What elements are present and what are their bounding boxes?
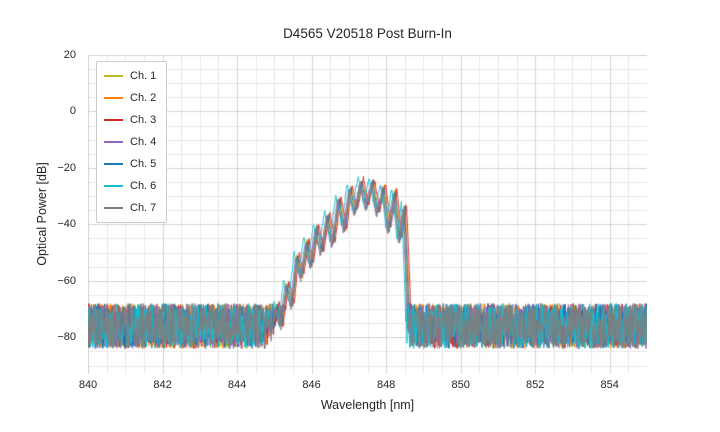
x-tick-label: 840 <box>78 379 98 391</box>
x-axis-label: Wavelength [nm] <box>320 398 415 412</box>
legend-label: Ch. 7 <box>130 202 157 214</box>
x-axis-ticks: 840 842 844 846 848 850 852 854 <box>79 379 647 393</box>
y-tick-label: −20 <box>57 161 76 174</box>
y-axis-ticks: 20 0 −20 −40 −60 −80 <box>0 49 82 374</box>
legend-swatch <box>104 185 123 187</box>
legend-swatch <box>104 97 123 99</box>
legend-item: Ch. 6 <box>104 177 156 195</box>
legend-swatch <box>104 141 123 143</box>
x-tick-label: 850 <box>451 379 470 391</box>
legend-label: Ch. 1 <box>130 70 157 82</box>
y-tick-label: −80 <box>57 331 76 344</box>
y-tick-label: 0 <box>69 105 76 118</box>
legend-item: Ch. 5 <box>104 155 156 173</box>
legend-item: Ch. 1 <box>104 67 156 85</box>
x-tick-label: 842 <box>153 379 172 391</box>
legend-swatch <box>104 75 123 77</box>
x-tick-label: 854 <box>600 379 619 391</box>
legend-label: Ch. 4 <box>130 136 157 148</box>
legend-item: Ch. 3 <box>104 111 156 129</box>
plot-area: Ch. 1 Ch. 2 Ch. 3 Ch. 4 Ch. 5 Ch. 6 Ch. 7 <box>88 55 647 374</box>
plot-canvas <box>88 55 647 374</box>
legend-label: Ch. 6 <box>130 180 157 192</box>
x-tick-label: 844 <box>227 379 247 391</box>
legend-label: Ch. 3 <box>130 114 157 126</box>
legend-item: Ch. 2 <box>104 89 156 107</box>
legend: Ch. 1 Ch. 2 Ch. 3 Ch. 4 Ch. 5 Ch. 6 Ch. 7 <box>96 61 168 223</box>
chart-title: D4565 V20518 Post Burn-In <box>283 26 452 41</box>
legend-swatch <box>104 119 123 121</box>
legend-item: Ch. 4 <box>104 133 156 151</box>
legend-swatch <box>104 163 123 165</box>
y-tick-label: −40 <box>57 218 76 231</box>
x-tick-label: 848 <box>376 379 396 391</box>
y-tick-label: 20 <box>63 49 76 61</box>
x-tick-label: 852 <box>526 379 545 391</box>
legend-item: Ch. 7 <box>104 199 156 217</box>
y-tick-label: −60 <box>57 274 76 287</box>
legend-swatch <box>104 207 123 209</box>
legend-label: Ch. 5 <box>130 158 157 170</box>
legend-label: Ch. 2 <box>130 92 157 104</box>
x-tick-label: 846 <box>302 379 321 391</box>
y-axis-label: Optical Power [dB] <box>35 162 49 266</box>
